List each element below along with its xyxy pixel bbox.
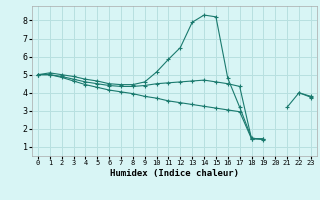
X-axis label: Humidex (Indice chaleur): Humidex (Indice chaleur) [110,169,239,178]
